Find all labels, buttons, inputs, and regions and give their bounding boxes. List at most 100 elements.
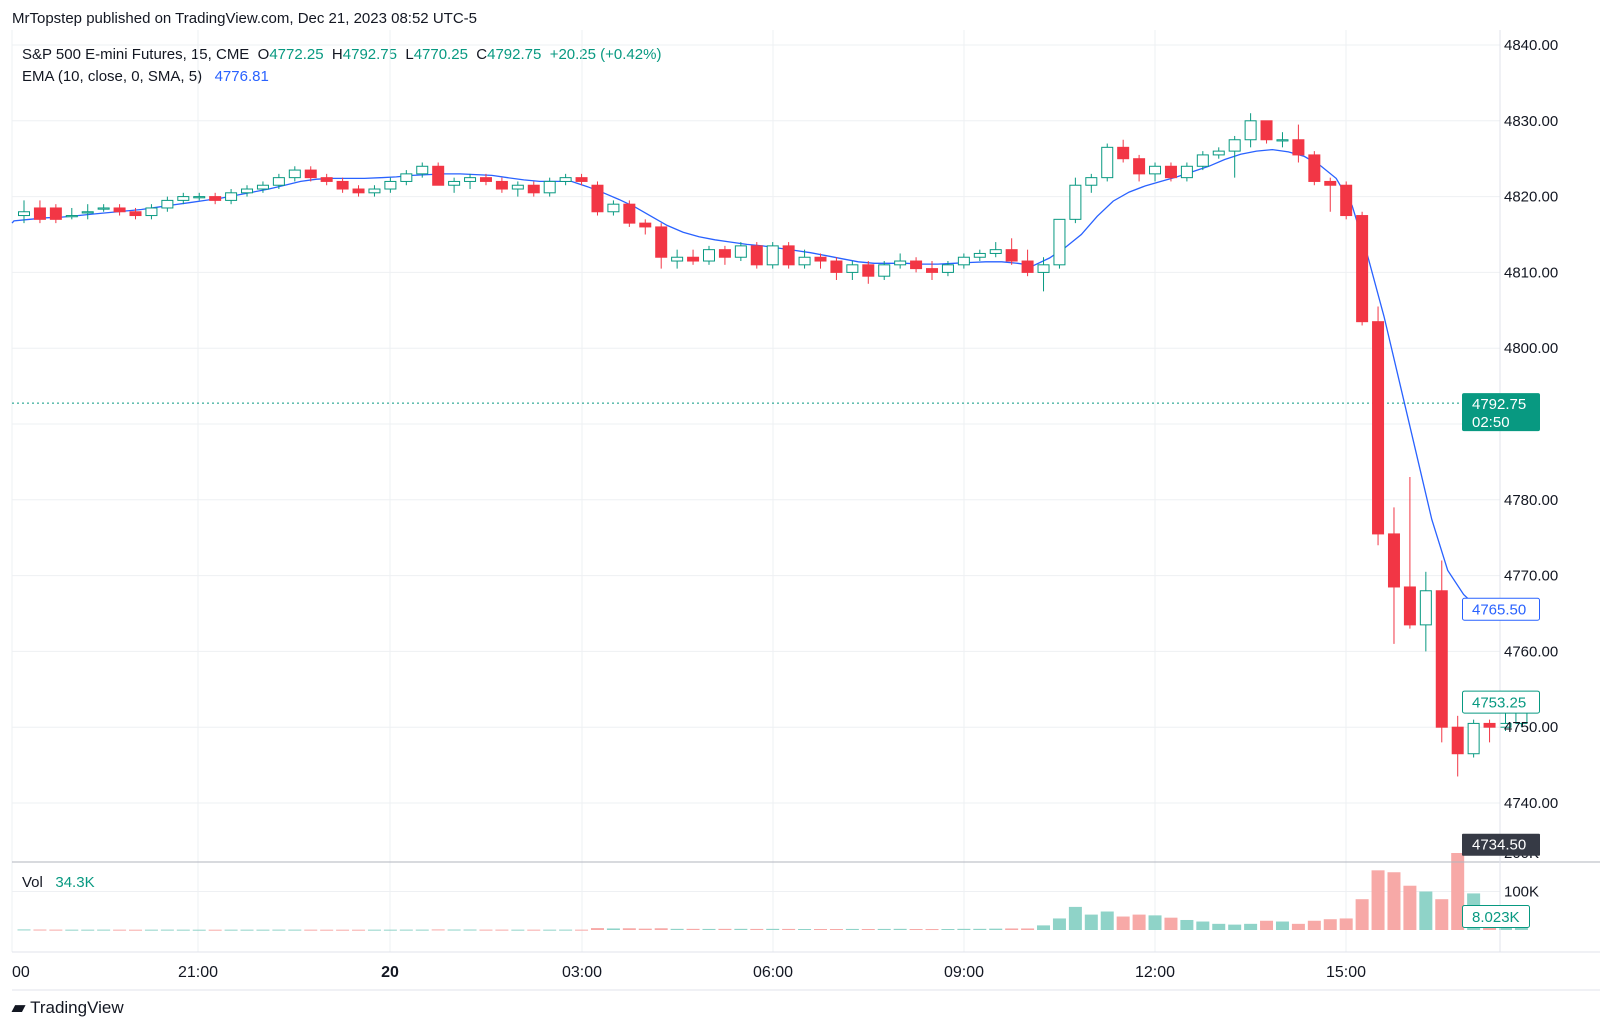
candle-body [910,260,923,270]
candle-body [782,245,795,266]
high-value: 4792.75 [342,46,397,63]
candle [1308,151,1321,186]
ema-price-tag-value: 4765.50 [1472,602,1526,619]
volume-bar [33,929,47,931]
candle [336,177,349,193]
symbol-name[interactable]: S&P 500 E-mini Futures, 15, CME [22,46,250,63]
price-tick-label: 4750.00 [1504,719,1558,736]
candle-body [495,180,508,190]
low-price-tag [1462,833,1540,856]
volume-bar [941,928,955,930]
candle-body [1037,264,1050,273]
volume-bar [989,928,1003,930]
candle-body [559,177,572,182]
candle [304,166,317,182]
candle [1005,238,1018,265]
candle-body [1149,165,1162,175]
ema-price-tag [1462,597,1540,621]
candle-body [527,184,540,194]
time-axis: 00 21:00 20 03:00 06:00 09:00 12:00 15:00 [12,964,1366,981]
volume-bar [144,929,158,931]
candle-body [177,196,190,201]
candle-body [33,207,46,220]
candle [209,192,222,205]
candle [543,177,556,197]
volume-bar [893,928,907,930]
volume-bar [383,929,397,931]
volume-bar [1148,915,1162,930]
volume-bar [320,929,334,931]
tradingview-brand[interactable]: ▰ TradingView [12,998,124,1018]
candle [145,204,158,220]
candle-body [400,173,413,182]
candle [655,223,668,269]
volume-bar [304,929,318,931]
volume-bar [176,929,190,931]
candle-body [65,215,78,218]
candle-body [416,165,429,175]
candle [1117,139,1130,163]
last-price-tag-value: 4792.75 [1472,396,1526,413]
volume-bar [1435,899,1449,930]
candle [894,253,907,269]
price-tick-label: 4770.00 [1504,568,1558,585]
candle [1244,113,1257,148]
candle [973,249,986,262]
candle-body [1308,154,1321,182]
candle [1037,257,1050,292]
volume-bar [734,928,748,930]
volume-bar [240,929,254,931]
candle-body [702,249,715,262]
candle-body [1101,146,1114,179]
volume-bar [1212,923,1226,930]
candle [177,192,190,205]
candle-body [288,169,301,179]
volume-bar [288,929,302,931]
candle-body [113,207,126,213]
candle [1340,181,1353,220]
volume-bar [65,929,79,931]
candle-body [671,256,684,262]
candle [702,245,715,265]
publisher-line: MrTopstep published on TradingView.com, … [12,10,477,27]
candle [81,204,94,220]
candle [464,173,477,190]
candle [862,261,875,284]
volume-tag [1462,905,1530,928]
candle-body [1276,139,1289,142]
candle [352,185,365,197]
candle [1021,249,1034,277]
ema-label[interactable]: EMA (10, close, 0, SMA, 5) [22,68,203,85]
price-tick-label: 4780.00 [1504,492,1558,509]
candle [511,181,524,197]
candle-body [655,226,668,258]
candle [734,242,747,262]
candle [256,181,269,193]
volume-bar [543,929,557,931]
candle-body [320,177,333,182]
candle-body [1196,154,1209,167]
candle-body [607,203,620,213]
candle-body [336,180,349,190]
ema-legend: EMA (10, close, 0, SMA, 5) 4776.81 [22,68,269,85]
volume-bar [1403,885,1417,930]
candle-body [830,260,843,273]
candle-body [1133,158,1146,175]
candle-body [1403,586,1416,626]
volume-bar [654,928,668,930]
candle-body [1372,321,1385,535]
candle [193,192,206,201]
candle [957,253,970,269]
volume-bar [1228,924,1242,930]
candle-body [1164,165,1177,179]
volume-bar [208,929,222,931]
candle [1356,211,1369,326]
volume-bar [129,929,143,931]
candle [846,261,859,280]
volume-label[interactable]: Vol [22,874,43,891]
reference-price-tag-value: 4753.25 [1472,695,1526,712]
candle [416,162,429,178]
volume-bar [606,928,620,930]
